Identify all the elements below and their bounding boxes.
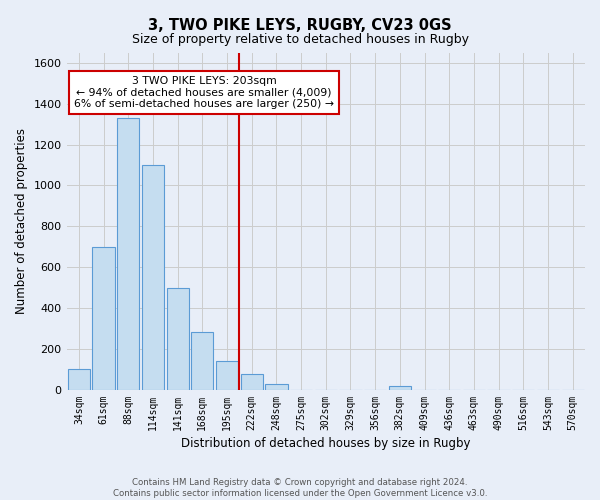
Bar: [216, 362, 238, 390]
Y-axis label: Number of detached properties: Number of detached properties: [15, 128, 28, 314]
Bar: [142, 165, 164, 390]
Bar: [241, 374, 263, 390]
Text: Contains HM Land Registry data © Crown copyright and database right 2024.
Contai: Contains HM Land Registry data © Crown c…: [113, 478, 487, 498]
Text: 3 TWO PIKE LEYS: 203sqm
← 94% of detached houses are smaller (4,009)
6% of semi-: 3 TWO PIKE LEYS: 203sqm ← 94% of detache…: [74, 76, 334, 110]
Text: Size of property relative to detached houses in Rugby: Size of property relative to detached ho…: [131, 32, 469, 46]
Bar: [117, 118, 139, 390]
X-axis label: Distribution of detached houses by size in Rugby: Distribution of detached houses by size …: [181, 437, 470, 450]
Bar: [92, 247, 115, 390]
Bar: [167, 288, 189, 390]
Bar: [265, 384, 287, 390]
Text: 3, TWO PIKE LEYS, RUGBY, CV23 0GS: 3, TWO PIKE LEYS, RUGBY, CV23 0GS: [148, 18, 452, 32]
Bar: [389, 386, 411, 390]
Bar: [191, 332, 214, 390]
Bar: [68, 370, 90, 390]
